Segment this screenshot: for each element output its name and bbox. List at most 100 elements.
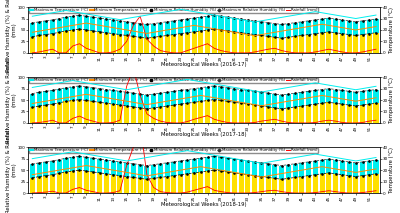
Bar <box>205 16 210 53</box>
Bar <box>164 163 170 193</box>
Bar <box>340 175 345 193</box>
Bar <box>313 34 318 53</box>
Bar <box>164 36 170 53</box>
Legend: Maximum Temperature (°C), Minimum Temperature (°C), Minimum Relative Humidity (%: Maximum Temperature (°C), Minimum Temper… <box>29 148 318 153</box>
Bar <box>97 173 102 193</box>
Bar <box>77 86 82 123</box>
Bar <box>144 38 149 53</box>
Bar <box>299 92 304 123</box>
Bar <box>178 104 183 123</box>
Bar <box>360 91 365 123</box>
Bar <box>158 107 163 123</box>
Y-axis label: Temperature (°C): Temperature (°C) <box>390 7 394 53</box>
Bar <box>70 87 75 123</box>
X-axis label: Meteorological Weeks (2017-18): Meteorological Weeks (2017-18) <box>161 132 247 137</box>
Bar <box>131 23 136 53</box>
Bar <box>117 91 122 123</box>
Bar <box>299 163 304 193</box>
Bar <box>246 104 250 123</box>
Bar <box>225 101 230 123</box>
Bar <box>30 107 35 123</box>
Bar <box>360 21 365 53</box>
Bar <box>225 158 230 193</box>
Bar <box>178 91 183 123</box>
Bar <box>97 32 102 53</box>
Bar <box>252 21 257 53</box>
Bar <box>286 165 291 193</box>
Bar <box>225 17 230 53</box>
Bar <box>272 94 278 123</box>
Bar <box>353 22 358 53</box>
Bar <box>70 171 75 193</box>
Bar <box>340 34 345 53</box>
Bar <box>346 105 352 123</box>
Bar <box>111 91 116 123</box>
Bar <box>43 35 48 53</box>
Bar <box>185 33 190 53</box>
Bar <box>333 160 338 193</box>
Bar <box>50 104 55 123</box>
Bar <box>57 103 62 123</box>
Bar <box>151 108 156 123</box>
Bar <box>299 22 304 53</box>
Bar <box>232 89 237 123</box>
Bar <box>171 176 176 193</box>
Bar <box>306 35 311 53</box>
Bar <box>279 95 284 123</box>
Bar <box>50 34 55 53</box>
Bar <box>212 29 217 53</box>
Bar <box>30 178 35 193</box>
Bar <box>212 170 217 193</box>
Bar <box>158 23 163 53</box>
Bar <box>374 160 378 193</box>
Bar <box>117 162 122 193</box>
Bar <box>104 174 109 193</box>
Bar <box>320 33 325 53</box>
Bar <box>212 156 217 193</box>
Bar <box>36 163 42 193</box>
Bar <box>131 177 136 193</box>
Bar <box>313 20 318 53</box>
Bar <box>353 92 358 123</box>
Bar <box>144 109 149 123</box>
Bar <box>360 162 365 193</box>
Bar <box>239 160 244 193</box>
Bar <box>50 91 55 123</box>
Bar <box>50 175 55 193</box>
Bar <box>64 158 68 193</box>
Bar <box>353 177 358 193</box>
Bar <box>178 20 183 53</box>
Bar <box>232 32 237 53</box>
Bar <box>272 178 278 193</box>
Bar <box>279 166 284 193</box>
Bar <box>36 36 42 53</box>
X-axis label: Meteorological Weeks (2018-19): Meteorological Weeks (2018-19) <box>161 202 247 207</box>
Bar <box>340 91 345 123</box>
Bar <box>286 37 291 53</box>
Bar <box>320 89 325 123</box>
Y-axis label: Relative Humidity (%) & Rainfall
(mm): Relative Humidity (%) & Rainfall (mm) <box>6 128 16 213</box>
Bar <box>97 159 102 193</box>
Bar <box>259 92 264 123</box>
Bar <box>266 107 271 123</box>
Bar <box>144 166 149 193</box>
Bar <box>326 159 331 193</box>
Bar <box>84 157 89 193</box>
Bar <box>104 160 109 193</box>
Bar <box>151 94 156 123</box>
Bar <box>374 103 378 123</box>
Bar <box>111 161 116 193</box>
Bar <box>164 92 170 123</box>
Bar <box>360 35 365 53</box>
Bar <box>374 174 378 193</box>
Bar <box>252 35 257 53</box>
Y-axis label: Relative Humidity (%) & Rainfall
(mm): Relative Humidity (%) & Rainfall (mm) <box>6 58 16 142</box>
Bar <box>30 94 35 123</box>
Bar <box>138 37 143 53</box>
Bar <box>232 102 237 123</box>
Bar <box>185 174 190 193</box>
Bar <box>218 157 224 193</box>
Bar <box>259 177 264 193</box>
Bar <box>374 19 378 53</box>
Bar <box>313 91 318 123</box>
